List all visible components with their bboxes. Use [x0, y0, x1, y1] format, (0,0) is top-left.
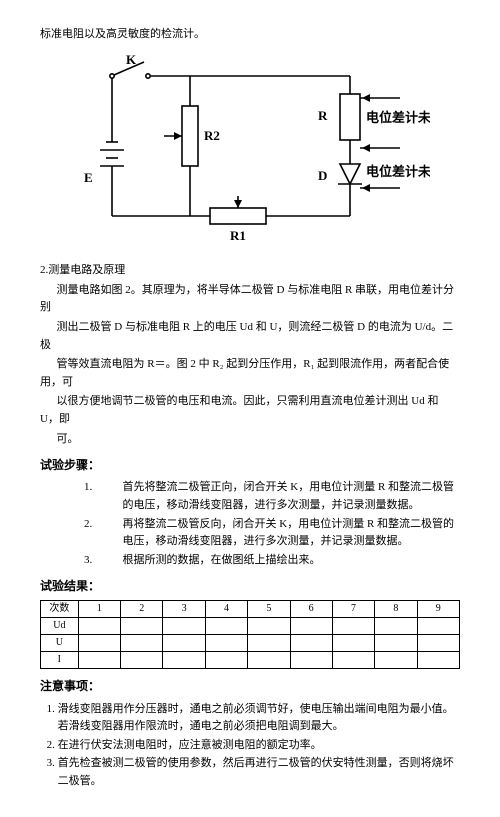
- table-row: U: [41, 635, 460, 652]
- step-item: 根据所测的数据，在做图纸上描绘出来。: [95, 552, 460, 570]
- col-num: 1: [78, 601, 120, 618]
- top-line: 标准电阻以及高灵敏度的检流计。: [40, 26, 460, 44]
- note-item: 在进行伏安法测电阻时，应注意被测电阻的额定功率。: [58, 737, 460, 755]
- table-row: Ud: [41, 618, 460, 635]
- label-R: R: [318, 108, 328, 123]
- col-num: 4: [205, 601, 247, 618]
- label-K: K: [126, 52, 137, 67]
- step-item: 首先将整流二极管正向，闭合开关 K，用电位计测量 R 和整流二极管的电压，移动滑…: [95, 479, 460, 514]
- steps-list: 首先将整流二极管正向，闭合开关 K，用电位计测量 R 和整流二极管的电压，移动滑…: [40, 479, 460, 569]
- note-item: 首先检查被测二极管的使用参数，然后再进行二极管的伏安特性测量，否则将烧坏二极管。: [58, 755, 460, 790]
- col-num: 9: [417, 601, 459, 618]
- col-num: 3: [163, 601, 205, 618]
- col-num: 2: [121, 601, 163, 618]
- row-header: I: [41, 652, 79, 669]
- col-num: 7: [332, 601, 374, 618]
- principle-line-0: 测量电路如图 2。其原理为，将半导体二极管 D 与标准电阻 R 串联，用电位差计…: [40, 282, 460, 317]
- results-title: 试验结果：: [40, 577, 460, 596]
- principle-line-1: 测出二极管 D 与标准电阻 R 上的电压 Ud 和 U，则流经二极管 D 的电流…: [40, 319, 460, 354]
- principle-line-4: 可。: [40, 431, 460, 449]
- principle-line-2: 管等效直流电阻为 R＝。图 2 中 R₂ 起到分压作用，R₁ 起到限流作用，两者…: [40, 356, 460, 391]
- principle-line-3: 以很方便地调节二极管的电压和电流。因此，只需利用直流电位差计测出 Ud 和 U，…: [40, 393, 460, 428]
- step-item: 再将整流二极管反向，闭合开关 K，用电位计测量 R 和整流二极管的电压，移动滑线…: [95, 516, 460, 551]
- results-table: 次数 1 2 3 4 5 6 7 8 9 Ud U I: [40, 600, 460, 669]
- notes-list: 滑线变阻器用作分压器时，通电之前必须调节好，使电压输出端间电阻为最小值。若滑线变…: [40, 701, 460, 791]
- table-row: I: [41, 652, 460, 669]
- col-header: 次数: [41, 601, 79, 618]
- label-pot1: 电位差计未知1: [366, 110, 430, 125]
- col-num: 6: [290, 601, 332, 618]
- principle-heading: 2.测量电路及原理: [40, 262, 460, 280]
- row-header: Ud: [41, 618, 79, 635]
- label-R1: R1: [230, 228, 246, 243]
- col-num: 5: [248, 601, 290, 618]
- table-row: 次数 1 2 3 4 5 6 7 8 9: [41, 601, 460, 618]
- label-E: E: [84, 170, 93, 185]
- label-D: D: [318, 168, 327, 183]
- col-num: 8: [375, 601, 417, 618]
- row-header: U: [41, 635, 79, 652]
- label-R2: R2: [204, 128, 220, 143]
- steps-title: 试验步骤：: [40, 456, 460, 475]
- label-pot2: 电位差计未知2: [366, 164, 430, 179]
- circuit-diagram: K R2 E R1 R D 电位差计未知1 电位差计未知2: [40, 48, 460, 255]
- notes-title: 注意事项：: [40, 677, 460, 696]
